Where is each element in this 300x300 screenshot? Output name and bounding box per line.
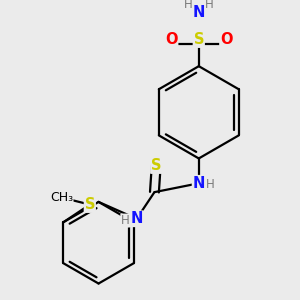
Text: CH₃: CH₃ bbox=[50, 191, 73, 204]
Text: H: H bbox=[205, 0, 214, 11]
Text: S: S bbox=[85, 197, 95, 212]
Text: H: H bbox=[206, 178, 215, 191]
Text: O: O bbox=[220, 32, 233, 47]
Text: H: H bbox=[184, 0, 193, 11]
Text: O: O bbox=[165, 32, 178, 47]
Text: S: S bbox=[151, 158, 161, 173]
Text: N: N bbox=[193, 5, 205, 20]
Text: H: H bbox=[121, 214, 130, 227]
Text: N: N bbox=[193, 176, 205, 191]
Text: S: S bbox=[194, 32, 204, 47]
Text: N: N bbox=[130, 211, 143, 226]
